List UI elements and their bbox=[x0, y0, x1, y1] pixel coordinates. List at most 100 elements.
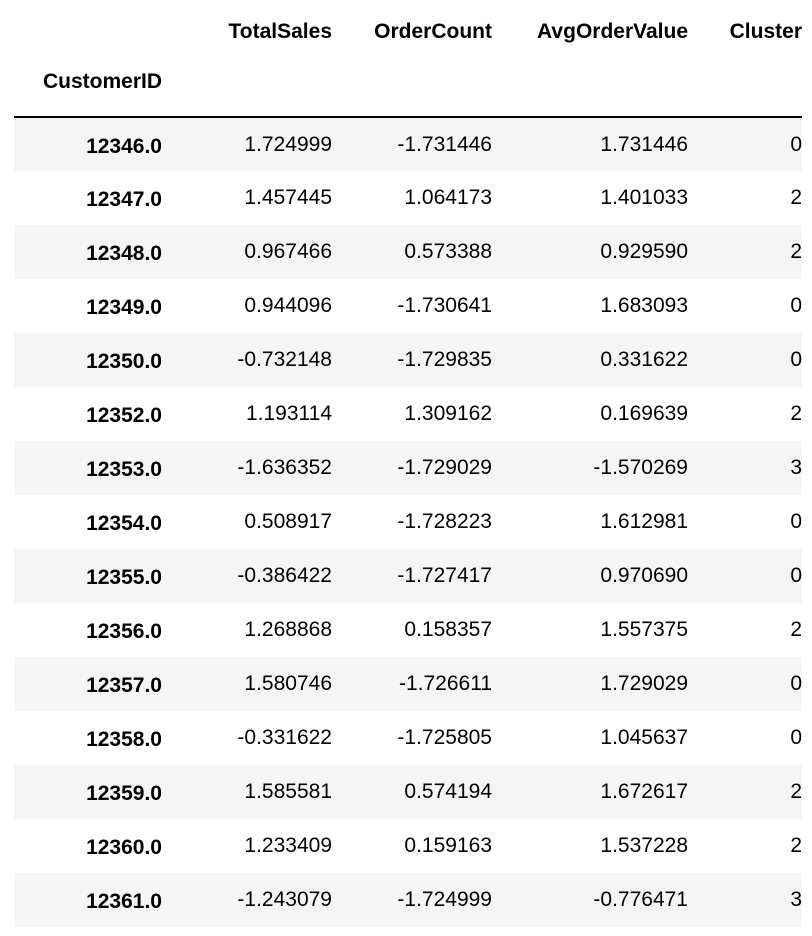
table-row: 12349.0 0.944096 -1.730641 1.683093 0 bbox=[14, 279, 802, 333]
row-index-cell: 12350.0 bbox=[14, 333, 176, 387]
cell-ordercount-value: -1.731446 bbox=[397, 132, 492, 156]
row-index-cell: 12356.0 bbox=[14, 603, 176, 657]
cell-totalsales: 0.944096 bbox=[176, 279, 334, 333]
cell-ordercount-value: 0.158357 bbox=[404, 618, 492, 641]
cell-ordercount-value: -1.724999 bbox=[397, 888, 492, 911]
cell-totalsales-value: 0.967466 bbox=[244, 240, 332, 263]
cell-cluster: 0 bbox=[690, 117, 802, 171]
cell-cluster-value: 2 bbox=[790, 240, 802, 263]
table-row: 12356.0 1.268868 0.158357 1.557375 2 bbox=[14, 603, 802, 657]
cell-totalsales-value: 0.508917 bbox=[244, 510, 332, 533]
table-row: 12348.0 0.967466 0.573388 0.929590 2 bbox=[14, 225, 802, 279]
row-index-label: 12349.0 bbox=[86, 296, 162, 319]
row-index-label: 12353.0 bbox=[86, 458, 162, 481]
row-index-label: 12361.0 bbox=[86, 890, 162, 913]
cell-totalsales: 1.580746 bbox=[176, 657, 334, 711]
cell-ordercount-value: 1.064173 bbox=[404, 186, 492, 209]
row-index-label: 12348.0 bbox=[86, 242, 162, 265]
cell-totalsales: -0.331622 bbox=[176, 711, 334, 765]
dataframe-table: TotalSales OrderCount AvgOrderValue Clus… bbox=[14, 0, 802, 927]
row-index-cell: 12353.0 bbox=[14, 441, 176, 495]
cell-ordercount-value: 0.159163 bbox=[404, 834, 492, 857]
cell-totalsales-value: 1.268868 bbox=[244, 618, 332, 641]
cell-cluster-value: 0 bbox=[790, 510, 802, 533]
cell-cluster: 2 bbox=[690, 603, 802, 657]
cell-totalsales-value: 1.457445 bbox=[244, 186, 332, 209]
cell-avgordervalue-value: 1.683093 bbox=[600, 294, 688, 317]
row-index-label: 12350.0 bbox=[86, 350, 162, 373]
table-row: 12353.0 -1.636352 -1.729029 -1.570269 3 bbox=[14, 441, 802, 495]
cell-ordercount-value: 1.309162 bbox=[404, 402, 492, 425]
cell-ordercount-value: -1.726611 bbox=[398, 672, 492, 695]
cell-totalsales-value: -0.386422 bbox=[237, 564, 332, 587]
cell-avgordervalue-value: 1.537228 bbox=[600, 834, 688, 857]
cell-totalsales-value: -0.732148 bbox=[237, 348, 332, 371]
cell-cluster: 2 bbox=[690, 765, 802, 819]
cell-avgordervalue-value: 1.045637 bbox=[600, 726, 688, 749]
cell-cluster-value: 0 bbox=[790, 348, 802, 371]
row-index-label: 12347.0 bbox=[86, 188, 162, 211]
column-header-label: TotalSales bbox=[228, 20, 332, 43]
row-index-cell: 12361.0 bbox=[14, 873, 176, 927]
cell-cluster-value: 2 bbox=[790, 618, 802, 641]
cell-ordercount-value: -1.729029 bbox=[397, 456, 492, 479]
cell-totalsales-value: 1.580746 bbox=[244, 672, 332, 695]
cell-avgordervalue-value: 0.970690 bbox=[600, 564, 688, 587]
row-index-label: 12346.0 bbox=[86, 134, 162, 158]
column-header-row: TotalSales OrderCount AvgOrderValue Clus… bbox=[14, 0, 802, 64]
cell-cluster: 2 bbox=[690, 387, 802, 441]
cell-ordercount: 0.574194 bbox=[334, 765, 494, 819]
cell-avgordervalue-value: 1.731446 bbox=[600, 132, 688, 156]
column-header-ordercount: OrderCount bbox=[334, 0, 494, 64]
table-row: 12357.0 1.580746 -1.726611 1.729029 0 bbox=[14, 657, 802, 711]
cell-avgordervalue: -0.776471 bbox=[494, 873, 690, 927]
cell-avgordervalue: 1.731446 bbox=[494, 117, 690, 171]
cell-cluster: 0 bbox=[690, 657, 802, 711]
row-index-label: 12358.0 bbox=[86, 728, 162, 751]
index-row-blank-cell bbox=[176, 64, 334, 118]
cell-avgordervalue: 1.683093 bbox=[494, 279, 690, 333]
cell-totalsales-value: 1.724999 bbox=[244, 132, 332, 156]
cell-ordercount: -1.731446 bbox=[334, 117, 494, 171]
cell-avgordervalue-value: 0.169639 bbox=[600, 402, 688, 425]
cell-totalsales-value: -1.636352 bbox=[237, 456, 332, 479]
row-index-cell: 12348.0 bbox=[14, 225, 176, 279]
cell-avgordervalue: 1.537228 bbox=[494, 819, 690, 873]
cell-cluster: 0 bbox=[690, 549, 802, 603]
row-index-cell: 12360.0 bbox=[14, 819, 176, 873]
cell-avgordervalue-value: 1.401033 bbox=[600, 186, 688, 209]
cell-cluster: 3 bbox=[690, 873, 802, 927]
cell-ordercount: -1.729835 bbox=[334, 333, 494, 387]
row-index-cell: 12359.0 bbox=[14, 765, 176, 819]
cell-cluster: 2 bbox=[690, 171, 802, 225]
cell-ordercount: -1.724999 bbox=[334, 873, 494, 927]
row-index-cell: 12349.0 bbox=[14, 279, 176, 333]
column-header-label: Cluster bbox=[729, 20, 802, 43]
cell-cluster-value: 0 bbox=[790, 726, 802, 749]
cell-ordercount-value: 0.573388 bbox=[404, 240, 492, 263]
table-row: 12347.0 1.457445 1.064173 1.401033 2 bbox=[14, 171, 802, 225]
cell-cluster-value: 2 bbox=[790, 834, 802, 857]
cell-avgordervalue-value: 1.612981 bbox=[600, 510, 688, 533]
cell-totalsales: -0.386422 bbox=[176, 549, 334, 603]
cell-ordercount-value: -1.730641 bbox=[397, 294, 492, 317]
cell-avgordervalue: 0.331622 bbox=[494, 333, 690, 387]
cell-ordercount: 1.064173 bbox=[334, 171, 494, 225]
column-header-cluster: Cluster bbox=[690, 0, 802, 64]
cell-cluster-value: 3 bbox=[790, 456, 802, 479]
cell-avgordervalue-value: -1.570269 bbox=[593, 456, 688, 479]
index-corner-cell bbox=[14, 0, 176, 64]
row-index-label: 12360.0 bbox=[86, 836, 162, 859]
cell-cluster-value: 0 bbox=[790, 564, 802, 587]
cell-ordercount: -1.730641 bbox=[334, 279, 494, 333]
row-index-cell: 12352.0 bbox=[14, 387, 176, 441]
cell-avgordervalue: -1.570269 bbox=[494, 441, 690, 495]
table-header: TotalSales OrderCount AvgOrderValue Clus… bbox=[14, 0, 802, 118]
index-row-blank-cell bbox=[690, 64, 802, 118]
row-index-label: 12352.0 bbox=[86, 404, 162, 427]
cell-cluster: 0 bbox=[690, 495, 802, 549]
table-row: 12360.0 1.233409 0.159163 1.537228 2 bbox=[14, 819, 802, 873]
table-row: 12350.0 -0.732148 -1.729835 0.331622 0 bbox=[14, 333, 802, 387]
cell-ordercount: -1.726611 bbox=[334, 657, 494, 711]
cell-totalsales: 1.233409 bbox=[176, 819, 334, 873]
